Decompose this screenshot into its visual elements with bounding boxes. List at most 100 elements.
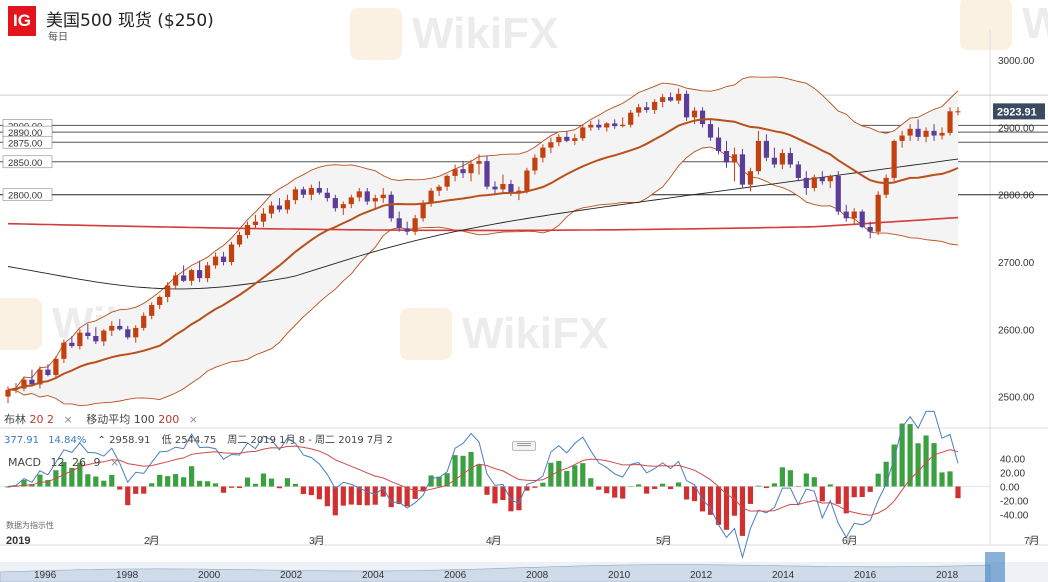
navigator-year-label: 2016 <box>854 570 877 581</box>
macd-histogram-bar <box>851 486 857 498</box>
macd-histogram-bar <box>939 472 945 487</box>
macd-histogram-bar <box>444 473 450 487</box>
macd-histogram-bar <box>548 462 554 487</box>
y-tick-label: 2800.00 <box>998 191 1035 202</box>
macd-histogram-bar <box>189 466 195 487</box>
candle-body <box>532 157 538 171</box>
ig-logo[interactable]: IG <box>8 6 36 36</box>
navigator-window <box>985 552 1005 582</box>
candle-body <box>476 161 482 164</box>
macd-histogram-bar <box>292 483 298 487</box>
macd-histogram-bar <box>157 474 163 487</box>
macd-description: 数据为指示性 <box>6 521 54 530</box>
remove-ma-icon[interactable]: × <box>188 413 198 426</box>
candle-body <box>955 111 961 113</box>
candle-body <box>452 169 458 176</box>
watermark-text: WikiFX <box>462 309 608 358</box>
candle-body <box>811 177 817 188</box>
macd-histogram-bar <box>284 478 291 487</box>
candle-body <box>260 213 267 222</box>
candle-body <box>763 140 770 158</box>
macd-histogram-bar <box>332 486 338 516</box>
candle-body <box>683 93 690 118</box>
candle-body <box>755 140 762 172</box>
remove-macd-icon[interactable]: × <box>109 456 120 469</box>
candle-body <box>324 192 330 199</box>
macd-line <box>7 410 959 560</box>
macd-histogram-bar <box>596 486 602 490</box>
navigator-year-label: 2008 <box>526 570 549 581</box>
navigator-area <box>0 564 991 582</box>
macd-histogram-bar <box>204 481 211 487</box>
ma-label[interactable]: 移动平均 <box>86 413 131 426</box>
watermark-logo <box>350 8 402 60</box>
macd-histogram-bar <box>308 486 314 496</box>
macd-label[interactable]: MACD <box>8 456 41 469</box>
candle-body <box>388 194 394 219</box>
watermark-text: WikiFX <box>412 9 558 58</box>
panel-resize-handle[interactable] <box>512 441 536 451</box>
remove-bollinger-icon[interactable]: × <box>63 413 73 426</box>
macd-histogram-bar <box>803 473 809 487</box>
signal-line <box>7 445 959 516</box>
candle-body <box>428 190 434 203</box>
candle-body <box>803 177 809 188</box>
macd-histogram-bar <box>45 479 51 487</box>
macd-histogram-bar <box>268 478 275 487</box>
candle-body <box>883 177 889 195</box>
candle-body <box>891 140 897 178</box>
period-label[interactable]: 每日 <box>48 32 68 43</box>
bollinger-label[interactable]: 布林 <box>4 413 26 426</box>
candle-body <box>540 147 546 158</box>
candle-body <box>117 325 123 330</box>
candle-body <box>37 369 43 385</box>
macd-histogram-bar <box>244 477 251 487</box>
candle-body <box>101 330 107 342</box>
candle-body <box>85 332 91 336</box>
macd-histogram-bar <box>340 486 346 506</box>
candle-body <box>236 235 243 245</box>
month-label: 3月 <box>309 535 325 547</box>
level-label: 2800.00 <box>8 191 42 202</box>
candle-body <box>843 211 849 219</box>
macd-histogram-bar <box>380 486 386 497</box>
candle-body <box>923 130 929 137</box>
watermark-logo <box>400 308 452 360</box>
macd-histogram-bar <box>220 486 227 493</box>
bollinger-middle-line <box>7 118 959 391</box>
candle-body <box>460 169 466 174</box>
macd-param-2: 26 <box>71 456 86 469</box>
candle-body <box>548 142 554 148</box>
macd-histogram-bar <box>843 486 849 514</box>
macd-histogram-bar <box>540 482 546 487</box>
macd-histogram-bar <box>683 486 690 500</box>
month-label: 7月 <box>1024 535 1040 547</box>
macd-histogram-bar <box>827 484 833 487</box>
macd-histogram-bar <box>891 444 897 487</box>
candle-body <box>45 369 51 376</box>
candle-body <box>899 135 905 141</box>
watermark-logo <box>960 0 1012 50</box>
candle-body <box>244 225 251 236</box>
macd-histogram-bar <box>707 486 714 515</box>
macd-histogram-bar <box>436 476 442 487</box>
navigator-year-label: 1998 <box>116 570 139 581</box>
candle-body <box>157 296 163 306</box>
candle-body <box>915 128 921 137</box>
year-label: 2019 <box>6 535 30 547</box>
candle-body <box>364 191 370 202</box>
macd-histogram-bar <box>564 471 570 487</box>
stat-change-pct: 14.84% <box>48 435 87 446</box>
candle-body <box>149 305 155 316</box>
candle-body <box>300 189 306 195</box>
macd-histogram-bar <box>955 486 961 499</box>
macd-histogram-bar <box>412 486 418 499</box>
bollinger-band-fill <box>8 76 958 406</box>
macd-histogram-bar <box>396 486 402 505</box>
month-label: 6月 <box>842 535 858 547</box>
macd-histogram-bar <box>620 486 626 499</box>
candle-body <box>835 175 841 212</box>
macd-histogram-bar <box>500 486 506 500</box>
macd-histogram-bar <box>923 435 929 487</box>
